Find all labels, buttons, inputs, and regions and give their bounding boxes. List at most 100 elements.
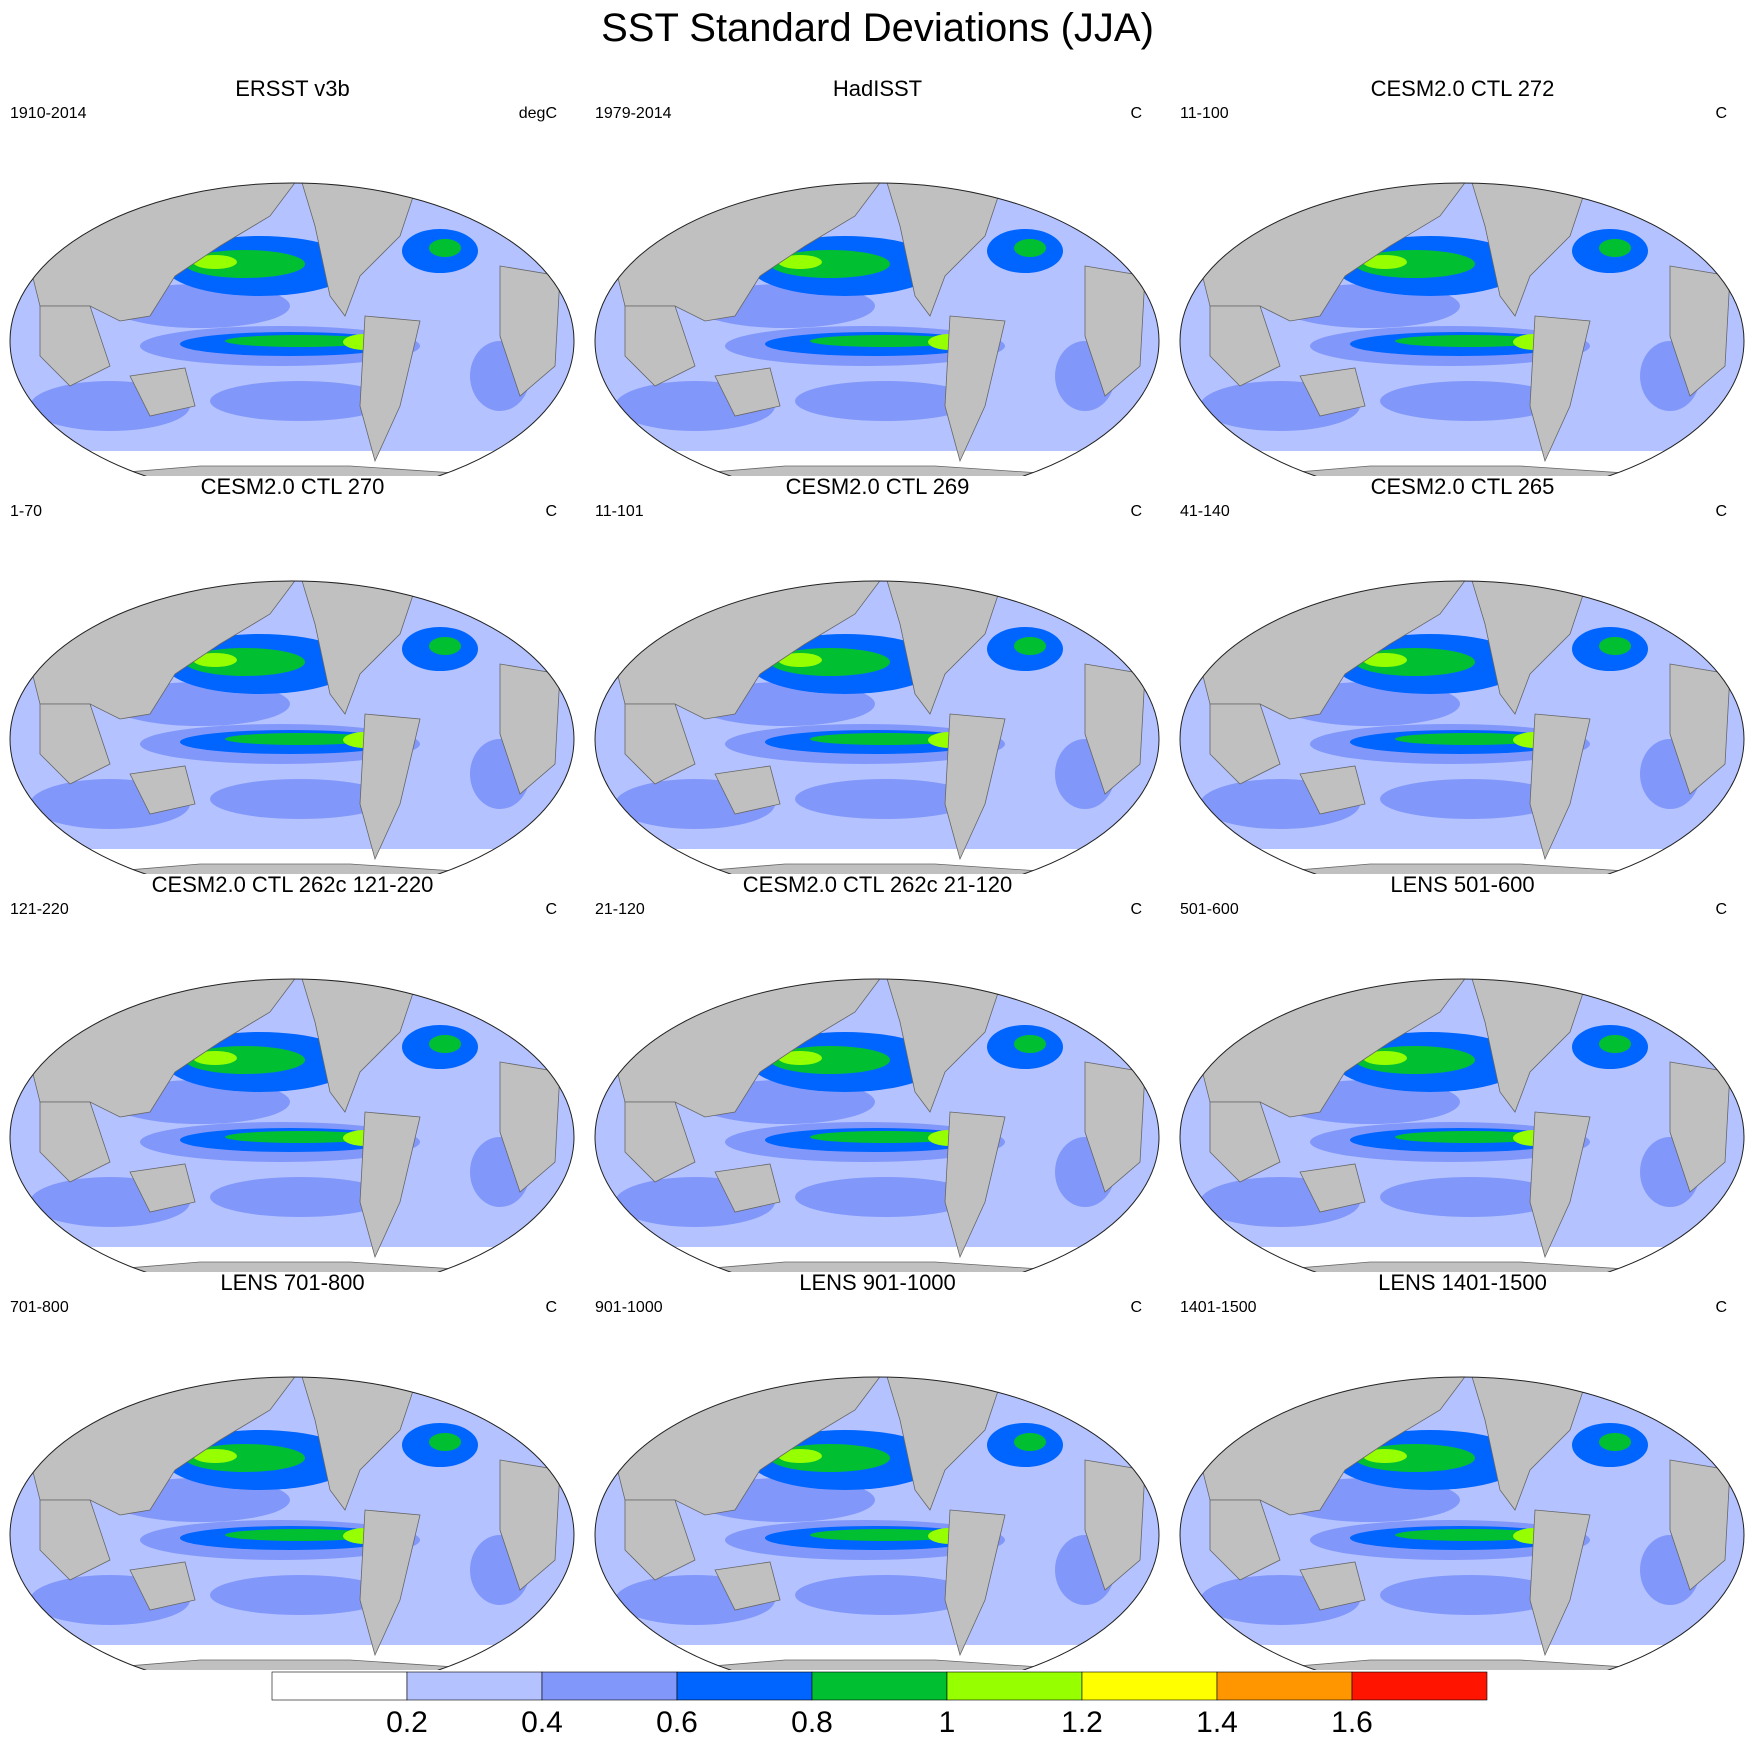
sst-map bbox=[1179, 182, 1745, 476]
units-label: C bbox=[545, 503, 557, 520]
enso-region bbox=[225, 1131, 375, 1143]
ocean-band bbox=[795, 1177, 975, 1217]
ocean-band bbox=[795, 779, 975, 819]
map-outline bbox=[594, 1376, 1160, 1670]
colorbar-swatch bbox=[406, 1671, 543, 1701]
map-panel: LENS 701-800 701-800 C bbox=[0, 1270, 585, 1670]
map-panel: HadISST 1979-2014 C bbox=[585, 76, 1170, 476]
landmass bbox=[10, 863, 574, 874]
figure-title: SST Standard Deviations (JJA) bbox=[601, 6, 1154, 50]
north-atlantic-anomaly bbox=[1014, 239, 1046, 257]
landmass bbox=[1209, 1499, 1281, 1581]
landmass bbox=[714, 1561, 781, 1611]
ocean-band bbox=[1380, 1177, 1560, 1217]
map-outline bbox=[9, 580, 575, 874]
map-panel: LENS 501-600 501-600 C bbox=[1170, 872, 1755, 1272]
enso-region bbox=[225, 733, 375, 745]
north-pacific-anomaly bbox=[193, 653, 237, 667]
landmass bbox=[39, 1499, 111, 1581]
landmass bbox=[1299, 367, 1366, 417]
landmass bbox=[944, 315, 1006, 463]
enso-region bbox=[225, 335, 375, 347]
enso-region bbox=[1395, 733, 1545, 745]
sst-map bbox=[9, 978, 575, 1272]
units-label: C bbox=[1715, 105, 1727, 122]
panel-title: CESM2.0 CTL 269 bbox=[785, 474, 970, 499]
north-pacific-anomaly bbox=[778, 255, 822, 269]
north-pacific-anomaly bbox=[1363, 255, 1407, 269]
landmass bbox=[1299, 765, 1366, 815]
landmass bbox=[624, 703, 696, 785]
north-atlantic-anomaly bbox=[1599, 637, 1631, 655]
map-outline bbox=[594, 182, 1160, 476]
map-outline bbox=[594, 580, 1160, 874]
landmass bbox=[1180, 1261, 1744, 1272]
units-label: C bbox=[1130, 105, 1142, 122]
north-pacific-anomaly bbox=[778, 1051, 822, 1065]
map-panel: LENS 901-1000 901-1000 C bbox=[585, 1270, 1170, 1670]
ocean-band bbox=[210, 381, 390, 421]
map-outline bbox=[1179, 182, 1745, 476]
period-label: 21-120 bbox=[595, 901, 645, 918]
landmass bbox=[595, 1261, 1159, 1272]
sst-map bbox=[9, 580, 575, 874]
colorbar-tick-label: 1 bbox=[939, 1706, 956, 1738]
sst-map bbox=[1179, 1376, 1745, 1670]
landmass bbox=[39, 305, 111, 387]
landmass bbox=[1529, 713, 1591, 861]
north-pacific-anomaly bbox=[193, 1051, 237, 1065]
landmass bbox=[1180, 863, 1744, 874]
north-pacific-anomaly bbox=[193, 255, 237, 269]
sst-map bbox=[594, 978, 1160, 1272]
landmass bbox=[1180, 465, 1744, 476]
landmass bbox=[129, 367, 196, 417]
colorbar-tick-label: 0.4 bbox=[521, 1706, 563, 1738]
north-atlantic-anomaly bbox=[429, 1035, 461, 1053]
north-pacific-anomaly bbox=[778, 1449, 822, 1463]
landmass bbox=[1529, 315, 1591, 463]
map-outline bbox=[9, 1376, 575, 1670]
ocean-band bbox=[1380, 779, 1560, 819]
sst-map bbox=[1179, 978, 1745, 1272]
period-label: 11-101 bbox=[595, 503, 644, 520]
panel-title: ERSST v3b bbox=[235, 76, 350, 101]
period-label: 901-1000 bbox=[595, 1299, 663, 1316]
colorbar-swatch bbox=[811, 1671, 948, 1701]
landmass bbox=[129, 765, 196, 815]
ocean-band bbox=[210, 1177, 390, 1217]
units-label: C bbox=[1715, 503, 1727, 520]
sst-map bbox=[9, 1376, 575, 1670]
ocean-band bbox=[1380, 1575, 1560, 1615]
north-pacific-anomaly bbox=[193, 1449, 237, 1463]
landmass bbox=[129, 1163, 196, 1213]
sst-map bbox=[594, 1376, 1160, 1670]
map-outline bbox=[9, 978, 575, 1272]
landmass bbox=[1529, 1509, 1591, 1657]
landmass bbox=[39, 1101, 111, 1183]
panel-title: HadISST bbox=[832, 76, 923, 101]
landmass bbox=[39, 703, 111, 785]
units-label: C bbox=[545, 901, 557, 918]
panel-title: CESM2.0 CTL 262c 121-220 bbox=[151, 872, 434, 897]
landmass bbox=[624, 1101, 696, 1183]
colorbar-tick-label: 0.8 bbox=[791, 1706, 833, 1738]
panel-title: CESM2.0 CTL 270 bbox=[200, 474, 385, 499]
landmass bbox=[10, 465, 574, 476]
colorbar-tick-label: 0.2 bbox=[386, 1706, 428, 1738]
colorbar-swatch bbox=[541, 1671, 678, 1701]
north-pacific-anomaly bbox=[778, 653, 822, 667]
landmass bbox=[714, 765, 781, 815]
landmass bbox=[1209, 703, 1281, 785]
ocean-band bbox=[1380, 381, 1560, 421]
map-panel: CESM2.0 CTL 269 11-101 C bbox=[585, 474, 1170, 874]
colorbar-swatch bbox=[1216, 1671, 1353, 1701]
units-label: C bbox=[1130, 1299, 1142, 1316]
panel-title: CESM2.0 CTL 265 bbox=[1370, 474, 1555, 499]
colorbar-swatch bbox=[1351, 1671, 1488, 1701]
colorbar-tick-label: 1.4 bbox=[1196, 1706, 1238, 1738]
landmass bbox=[595, 1659, 1159, 1670]
enso-region bbox=[810, 733, 960, 745]
landmass bbox=[10, 1261, 574, 1272]
enso-region bbox=[1395, 335, 1545, 347]
period-label: 1910-2014 bbox=[10, 105, 87, 122]
